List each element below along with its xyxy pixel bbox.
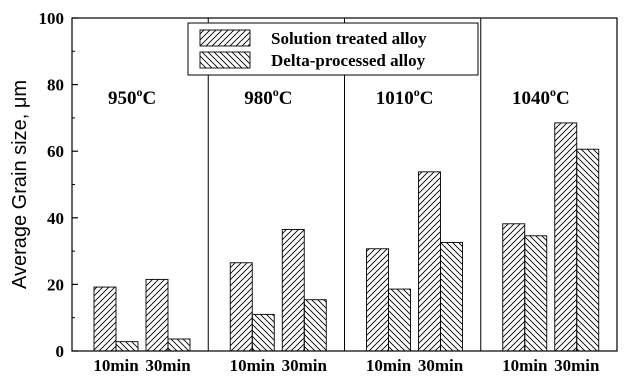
x-category-label: 30min <box>145 356 191 375</box>
y-tick-label: 20 <box>47 275 64 294</box>
bar <box>251 313 275 352</box>
y-tick-label: 100 <box>39 9 65 28</box>
legend-label: Solution treated alloy <box>271 29 427 48</box>
x-category-label: 10min <box>230 356 276 375</box>
bar <box>388 288 411 352</box>
bar <box>554 122 578 352</box>
bar <box>303 299 327 352</box>
y-tick-label: 0 <box>56 342 65 361</box>
y-tick-label: 80 <box>47 76 64 95</box>
legend-swatch <box>199 51 251 69</box>
bar <box>93 286 117 352</box>
bar <box>115 341 139 352</box>
x-category-label: 30min <box>418 356 464 375</box>
legend-swatch <box>199 29 251 47</box>
bar <box>229 262 253 352</box>
group-title: 950oC <box>108 85 156 109</box>
y-axis-title: Average Grain size, μm <box>9 80 31 289</box>
bar <box>440 241 463 352</box>
x-category-label: 10min <box>502 356 548 375</box>
bar <box>502 223 526 352</box>
x-category-label: 10min <box>93 356 139 375</box>
y-tick-label: 40 <box>47 209 64 228</box>
group-title: 1040oC <box>512 85 570 109</box>
y-tick-label: 60 <box>47 142 64 161</box>
bar <box>167 338 191 352</box>
bar <box>524 235 548 352</box>
x-category-label: 10min <box>366 356 412 375</box>
bar <box>281 229 305 352</box>
bar <box>576 148 600 352</box>
bar <box>366 248 389 352</box>
x-category-label: 30min <box>282 356 328 375</box>
group-title: 980oC <box>244 85 292 109</box>
bar <box>145 278 169 352</box>
x-category-label: 30min <box>554 356 600 375</box>
group-title: 1010oC <box>376 85 434 109</box>
legend-label: Delta-processed alloy <box>271 51 426 70</box>
bar <box>418 171 441 352</box>
legend: Solution treated alloy Delta-processed al… <box>187 22 479 76</box>
